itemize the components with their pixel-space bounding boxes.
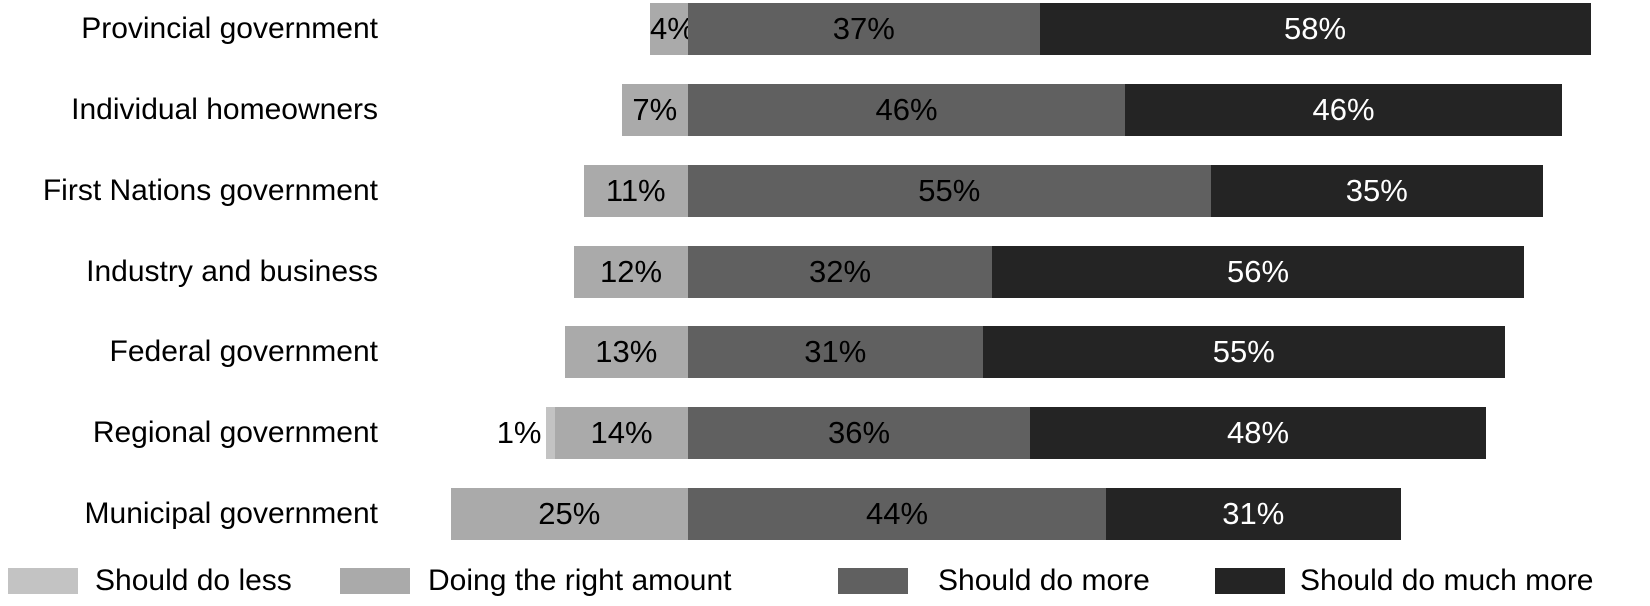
legend-label-should-do-much-more: Should do much more <box>1300 564 1594 597</box>
bar-row-individual-homeowners: Individual homeowners 7% 46% 46% <box>0 84 1650 136</box>
segment-should-do-much-more <box>1030 407 1486 459</box>
category-label: Municipal government <box>84 497 378 530</box>
segment-should-do-less <box>545 407 555 459</box>
segment-value-label: 7% <box>632 92 678 127</box>
category-label: Federal government <box>109 335 378 368</box>
segment-doing-the-right-amount <box>555 407 688 459</box>
segment-value-label: 37% <box>832 11 895 46</box>
bar-row-regional-government: Regional government 1% 14% 36% 48% <box>0 407 1650 459</box>
segment-should-do-more <box>688 3 1040 55</box>
segment-doing-the-right-amount <box>650 3 688 55</box>
segment-should-do-more <box>688 488 1106 540</box>
category-label: Industry and business <box>86 255 378 288</box>
segment-value-label: 44% <box>865 496 929 531</box>
segment-value-label: 4% <box>650 11 695 46</box>
bar-row-first-nations-government: First Nations government 11% 55% 35% <box>0 165 1650 217</box>
bar-row-federal-government: Federal government 13% 31% 55% <box>0 326 1650 378</box>
segment-should-do-much-more <box>1039 3 1591 55</box>
segment-should-do-much-more <box>1210 165 1543 217</box>
legend-swatch-should-do-less <box>8 568 78 594</box>
segment-doing-the-right-amount <box>450 488 688 540</box>
segment-value-label: 14% <box>590 415 653 450</box>
segment-doing-the-right-amount <box>564 326 688 378</box>
segment-doing-the-right-amount <box>574 246 688 298</box>
category-label: Regional government <box>92 416 378 449</box>
legend-swatch-should-do-more <box>838 568 908 594</box>
legend-swatch-should-do-much-more <box>1215 568 1285 594</box>
legend-swatch-doing-the-right-amount <box>340 568 410 594</box>
segment-should-do-more <box>688 326 983 378</box>
segment-should-do-more <box>688 407 1030 459</box>
segment-doing-the-right-amount <box>621 84 688 136</box>
segment-should-do-much-more <box>1106 488 1401 540</box>
category-label: Provincial government <box>81 12 378 45</box>
segment-value-label: 48% <box>1226 415 1290 450</box>
segment-value-label: 31% <box>804 334 867 369</box>
segment-value-label: 55% <box>1212 334 1275 369</box>
legend-label-should-do-more: Should do more <box>938 564 1150 597</box>
segment-value-label: 12% <box>599 254 663 289</box>
bar-row-industry-and-business: Industry and business 12% 32% 56% <box>0 246 1650 298</box>
segment-value-label: 55% <box>918 173 981 208</box>
legend-label-should-do-less: Should do less <box>95 564 292 597</box>
segment-should-do-much-more <box>1125 84 1562 136</box>
segment-should-do-much-more <box>982 326 1505 378</box>
segment-should-do-more <box>688 84 1125 136</box>
legend-label-doing-the-right-amount: Doing the right amount <box>428 564 732 597</box>
segment-value-label: 13% <box>595 334 658 369</box>
bar-row-provincial-government: Provincial government 4% 37% 58% <box>0 3 1650 55</box>
segment-should-do-more <box>688 246 992 298</box>
segment-value-label: 11% <box>605 173 666 208</box>
segment-value-label: 46% <box>1312 92 1375 127</box>
segment-should-do-more <box>688 165 1211 217</box>
segment-should-do-much-more <box>992 246 1524 298</box>
segment-value-label: 46% <box>875 92 938 127</box>
segment-value-label: 35% <box>1345 173 1408 208</box>
category-label: First Nations government <box>42 174 378 207</box>
category-label: Individual homeowners <box>71 93 378 126</box>
segment-value-label: 56% <box>1226 254 1290 289</box>
bar-row-municipal-government: Municipal government 25% 44% 31% <box>0 488 1650 540</box>
segment-value-label: 25% <box>538 496 601 531</box>
segment-value-label: 32% <box>808 254 872 289</box>
segment-doing-the-right-amount <box>583 165 688 217</box>
segment-value-label: 58% <box>1283 11 1347 46</box>
segment-value-label: 36% <box>827 415 891 450</box>
segment-value-label: 31% <box>1222 496 1285 531</box>
segment-value-label: 1% <box>496 415 542 450</box>
